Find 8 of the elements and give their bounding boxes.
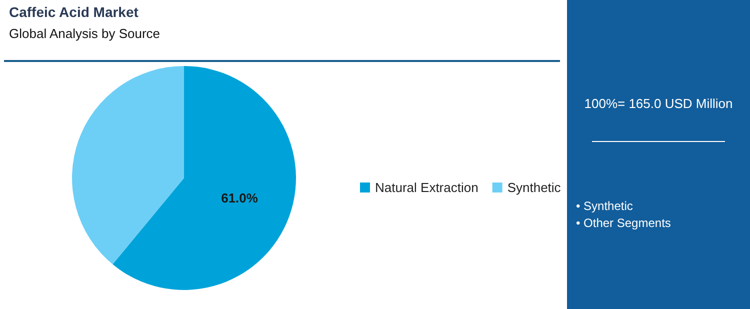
chart-title: Caffeic Acid Market	[9, 4, 139, 20]
legend-label: Natural Extraction	[375, 180, 478, 195]
text: 100%= 165.0 USD Million	[583, 96, 734, 111]
text: • Synthetic	[576, 199, 633, 213]
chart-subtitle: Global Analysis by Source	[9, 26, 160, 41]
legend-label: Synthetic	[507, 180, 562, 195]
data-label: 61.0%	[221, 190, 258, 206]
text: • Other Segments	[576, 216, 671, 230]
